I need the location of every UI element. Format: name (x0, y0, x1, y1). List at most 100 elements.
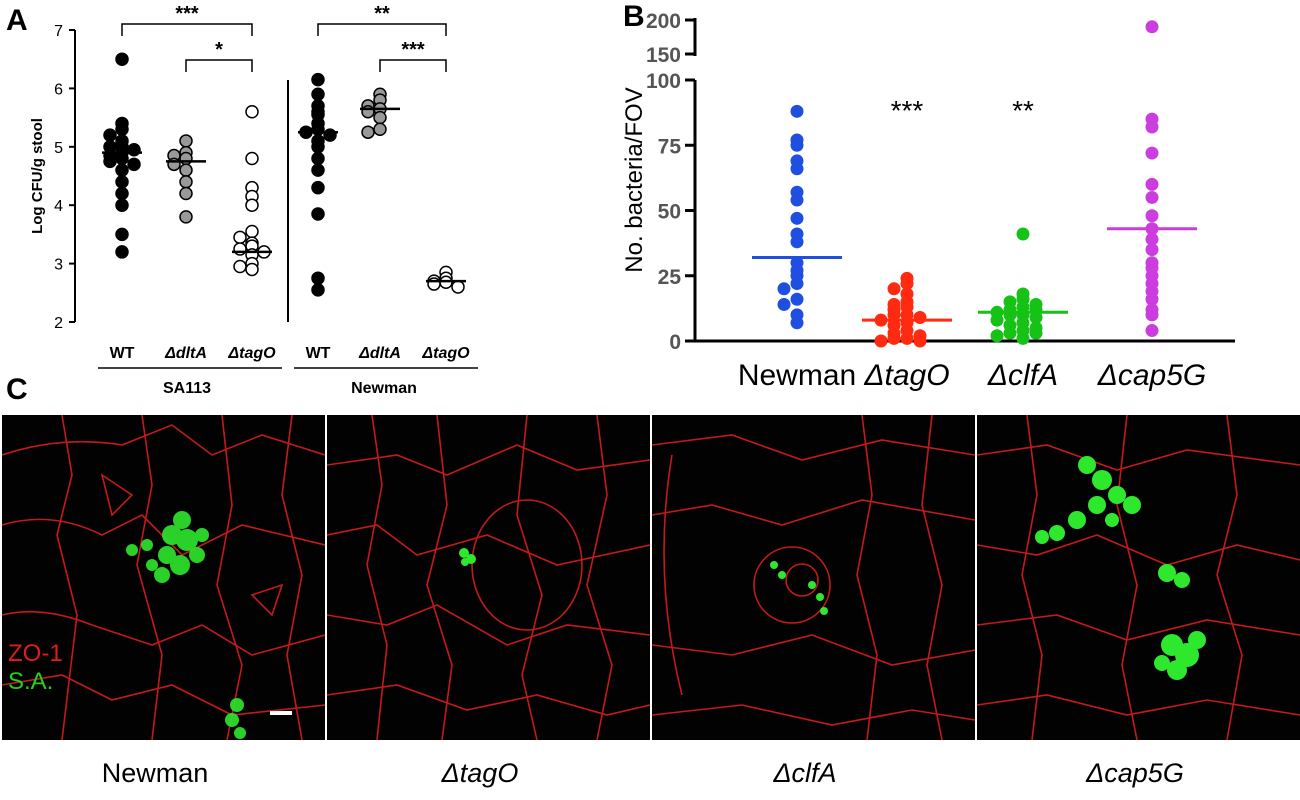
panel-b-chart: 0 25 50 75 100 150 200 No. bacteria/FOV Newman Δt… (621, 10, 1235, 392)
b-point (990, 329, 1004, 343)
b-ytick-label: 50 (658, 201, 681, 224)
a-sig-label: ** (374, 3, 390, 25)
a-sig-label: *** (401, 39, 425, 61)
a-point (179, 163, 193, 177)
a-point (115, 175, 129, 189)
b-point (1029, 326, 1043, 340)
a-point (311, 72, 325, 87)
a-point (427, 277, 441, 291)
a-point (115, 116, 129, 131)
b-sig-label: ** (1012, 95, 1034, 126)
scale-bar (270, 711, 292, 715)
a-point (311, 151, 325, 166)
b-point (790, 138, 804, 152)
a-point (311, 283, 325, 297)
b-point (1145, 232, 1159, 246)
a-point (103, 128, 117, 142)
a-point (179, 175, 193, 189)
micro-panel-cap5g (977, 415, 1300, 740)
a-group-label: ΔdltA (358, 345, 401, 362)
b-point (790, 235, 804, 249)
b-point (1145, 120, 1159, 134)
b-point (790, 211, 804, 225)
a-point (245, 105, 259, 119)
b-ytick-label: 0 (669, 331, 681, 354)
b-point (887, 308, 901, 322)
b-point (790, 104, 804, 118)
b-point (1016, 331, 1030, 345)
b-point (1029, 311, 1043, 325)
a-point (233, 230, 247, 245)
a-group-label: WT (110, 345, 135, 362)
b-point (913, 334, 927, 348)
a-point (311, 140, 325, 154)
panel-c-letter: C (6, 373, 28, 406)
b-category-label: Δcap5G (1097, 359, 1207, 392)
a-group-label: ΔtagO (227, 345, 276, 362)
a-point (115, 186, 129, 201)
b-point (913, 311, 927, 325)
a-point (373, 122, 387, 137)
b-category-label: Newman (738, 359, 856, 392)
a-point (245, 262, 259, 277)
b-ytick-label: 75 (658, 135, 682, 158)
a-ytick-label: 3 (54, 257, 63, 274)
a-sig-bracket (317, 23, 447, 36)
legend-zo1: ZO-1 (8, 640, 63, 667)
a-sig-bracket (121, 23, 253, 36)
a-ytick-label: 5 (54, 140, 63, 157)
a-point (311, 163, 325, 177)
a-ytick-label: 6 (54, 81, 63, 98)
b-point (1003, 326, 1017, 340)
a-point (233, 259, 247, 274)
legend-sa: S.A. (8, 668, 54, 695)
a-group-label: WT (306, 345, 331, 362)
a-point (311, 122, 325, 137)
caption-newman: Newman (101, 758, 209, 788)
b-sig-label: *** (891, 95, 924, 126)
b-point (1145, 209, 1159, 223)
a-y-label: Log CFU/g stool (29, 118, 46, 234)
caption-tago: ΔtagO (441, 758, 519, 788)
a-point (245, 198, 259, 212)
a-point (115, 227, 129, 242)
a-point (115, 245, 129, 259)
a-sig-label: * (215, 39, 223, 61)
b-point (887, 282, 901, 296)
a-point (311, 87, 325, 101)
a-point (233, 242, 247, 256)
caption-clfa: ΔclfA (773, 758, 837, 788)
a-sig-label: *** (175, 3, 199, 25)
a-point (311, 271, 325, 285)
b-category-label: ΔclfA (987, 359, 1058, 392)
b-point (887, 331, 901, 345)
panel-a-chart: 2 3 4 5 6 7 Log CFU/g stool WT ΔdltA ΔtagO WT ΔdltA… (29, 3, 478, 397)
a-point (115, 151, 129, 166)
a-point (361, 105, 375, 119)
a-point (127, 142, 141, 157)
a-point (323, 128, 337, 142)
b-point (1016, 227, 1030, 241)
b-point (777, 297, 791, 311)
b-point (790, 277, 804, 291)
panel-a-letter: A (6, 4, 28, 37)
a-point (115, 163, 129, 177)
b-point (790, 316, 804, 330)
b-point (900, 277, 914, 291)
a-point (451, 280, 465, 294)
a-point (115, 52, 129, 66)
a-ytick-label: 2 (54, 315, 63, 332)
b-point (1145, 308, 1159, 322)
a-point (115, 198, 129, 212)
micro-panel-tago (327, 415, 650, 740)
a-point (179, 186, 193, 201)
b-point (990, 313, 1004, 327)
a-group-label: ΔdltA (164, 345, 207, 362)
b-ytick-label: 100 (646, 70, 681, 93)
b-ytick-label: 150 (646, 44, 681, 67)
b-point (874, 334, 888, 348)
a-point (127, 157, 141, 172)
a-ytick-label: 4 (54, 198, 63, 215)
a-point (179, 210, 193, 224)
b-point (1145, 20, 1159, 34)
